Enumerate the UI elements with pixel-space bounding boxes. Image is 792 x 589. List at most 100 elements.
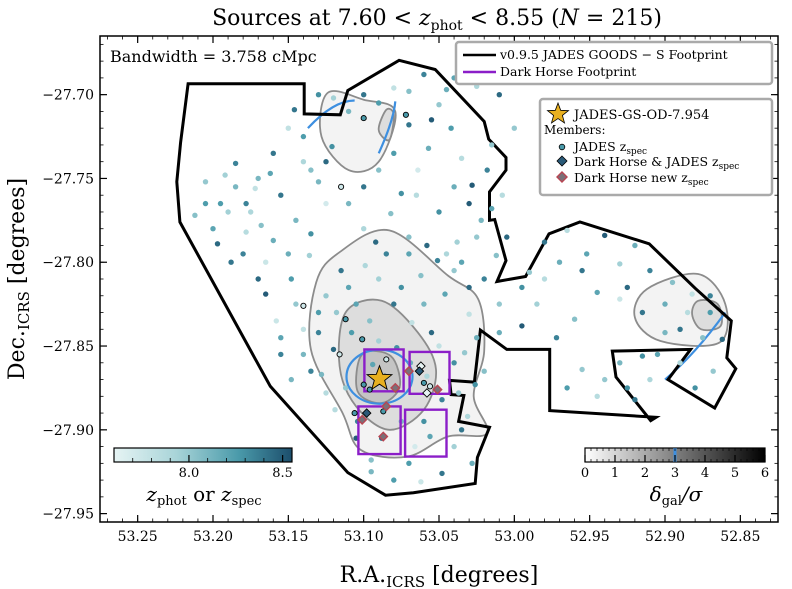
member-jades-7 [360,381,367,388]
delta-colorbar-ticks: 0 1 2 3 4 5 6 [581,448,769,481]
member-darkhorse-2 [422,388,432,398]
member-points [300,111,443,442]
source-point-139 [436,343,442,349]
source-point-168 [654,351,661,358]
source-point-17 [273,318,279,324]
source-point-28 [406,122,412,128]
source-point-199 [258,222,264,229]
source-point-82 [710,368,716,374]
source-point-129 [278,335,284,341]
title-mid: < 8.55 ( [463,6,560,31]
source-point-43 [469,460,475,466]
source-point-110 [330,95,337,101]
source-point-38 [466,311,472,317]
member-jades-1 [360,115,367,122]
member-jades-9 [383,356,390,363]
source-point-171 [707,293,713,299]
source-point-33 [478,217,484,223]
source-point-22 [362,262,368,269]
source-point-191 [519,284,525,291]
x-tick-label-5: 53.00 [494,529,534,545]
source-point-100 [511,125,517,131]
legend-darkhorse-label: Dark Horse Footprint [500,64,636,79]
source-point-84 [677,360,683,366]
legend-jades-label: v0.9.5 JADES GOODS − S Footprint [499,47,728,62]
source-point-192 [541,276,548,282]
z-colorbar-gradient [113,447,293,463]
source-point-146 [345,200,352,207]
source-point-169 [677,326,683,332]
source-point-137 [481,368,487,374]
source-point-142 [451,267,457,274]
member-jades-12 [426,383,434,390]
source-point-130 [308,368,314,374]
source-point-115 [484,167,490,173]
delta-colorbar-label-tail: /σ [680,482,704,506]
source-point-79 [689,291,695,297]
footprint-legend-box [454,40,774,86]
source-point-196 [202,200,209,207]
source-point-10 [214,241,221,247]
legend-jades-member-main: JADES z [572,139,627,154]
source-point-70 [526,269,533,275]
source-point-134 [406,460,412,466]
source-point-173 [662,301,668,307]
source-point-7 [329,143,335,150]
title-n: N [559,6,580,31]
legend-jades-member-label: JADES zspec [572,139,647,157]
title-z: z [418,6,431,31]
x-tick-label-6: 52.95 [570,529,610,545]
edge-contour-north [307,99,355,129]
source-point-86 [639,309,646,316]
source-point-152 [451,184,457,190]
delta-tick-label-0: 0 [581,466,589,481]
darkhorse-pointing-2 [408,350,451,395]
source-point-126 [285,251,291,257]
source-point-154 [474,234,480,240]
source-point-120 [217,200,224,207]
source-point-104 [421,71,427,78]
source-point-40 [461,350,468,356]
footprint-legend: v0.9.5 JADES GOODS − S Footprint Dark Ho… [454,40,774,86]
delta-colorbar-label: δgal/σ [650,482,704,509]
source-point-198 [243,200,249,207]
delta-tick-label-5: 5 [731,466,739,481]
member-jades-13 [380,408,387,415]
edge-contour-north-east [377,101,397,154]
source-point-83 [692,385,698,391]
source-point-117 [489,205,495,212]
source-point-19 [315,329,322,336]
source-point-23 [373,239,379,245]
source-point-24 [388,210,394,217]
source-point-167 [647,376,653,383]
source-point-85 [662,329,668,336]
source-point-185 [406,234,412,240]
darkhorse-pointing-1 [363,348,405,393]
source-point-62 [424,373,430,379]
member-new-4 [356,414,368,425]
source-point-39 [428,329,435,336]
source-point-123 [293,217,299,223]
source-point-179 [338,267,344,274]
source-point-90 [553,335,560,341]
source-point-4 [291,107,298,113]
source-point-125 [263,259,269,265]
source-point-135 [451,443,457,450]
x-axis-label-sub: ICRS [386,573,425,589]
delta-colorbar-label-main: δ [650,482,662,506]
source-point-188 [458,259,465,265]
source-point-87 [617,296,623,302]
y-axis-label: Dec.ICRS [degrees] [5,178,33,380]
source-point-98 [617,360,623,366]
z-colorbar: 8.0 8.5 zphot or zspec [106,442,296,510]
legend-darkhorse-diamond-icon [556,155,568,167]
title-suffix: = 215) [579,6,662,31]
legend-jades-circle-icon [558,143,566,151]
source-point-122 [278,192,284,198]
z-colorbar-ticks: 8.0 8.5 [132,455,293,481]
source-point-11 [243,229,249,235]
x-tick-label-1: 53.20 [193,529,233,545]
source-point-99 [639,353,646,359]
source-point-114 [489,142,495,148]
member-jades-2 [402,111,409,118]
